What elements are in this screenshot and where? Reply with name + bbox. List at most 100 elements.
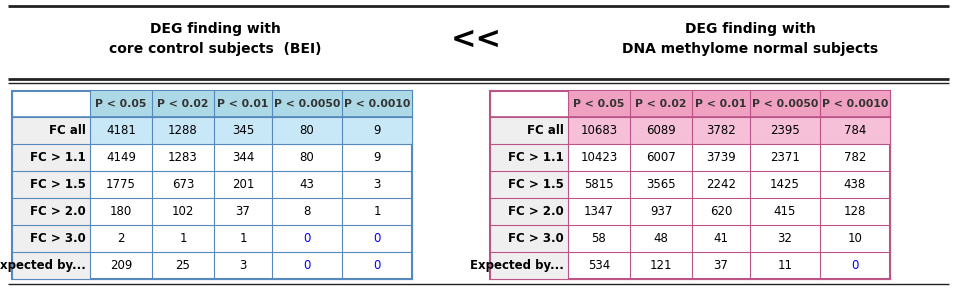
Text: 4181: 4181 (106, 124, 136, 137)
Text: 201: 201 (232, 178, 255, 191)
Text: 10: 10 (848, 232, 862, 245)
Text: 0: 0 (373, 232, 381, 245)
Bar (12, 252, 90, 279)
Text: 438: 438 (844, 178, 866, 191)
Text: 937: 937 (650, 205, 672, 218)
Text: 1: 1 (179, 232, 187, 245)
Text: P < 0.02: P < 0.02 (635, 99, 687, 109)
Text: FC > 2.0: FC > 2.0 (31, 205, 86, 218)
Text: 1: 1 (239, 232, 247, 245)
Text: 102: 102 (172, 205, 194, 218)
Text: 128: 128 (844, 205, 866, 218)
Text: 37: 37 (235, 205, 251, 218)
Text: P < 0.0050: P < 0.0050 (752, 99, 818, 109)
Text: 9: 9 (373, 151, 381, 164)
Text: 48: 48 (654, 232, 668, 245)
Text: 10423: 10423 (580, 151, 617, 164)
Text: 58: 58 (591, 232, 607, 245)
Text: P < 0.02: P < 0.02 (157, 99, 209, 109)
Text: 782: 782 (844, 151, 866, 164)
Text: 1283: 1283 (168, 151, 198, 164)
Text: DEG finding with
core control subjects  (BEI): DEG finding with core control subjects (… (109, 22, 322, 56)
Text: P < 0.01: P < 0.01 (696, 99, 746, 109)
Text: 3: 3 (239, 259, 247, 272)
Text: 11: 11 (777, 259, 792, 272)
Text: 3: 3 (373, 178, 381, 191)
Text: 32: 32 (778, 232, 792, 245)
Text: FC all: FC all (527, 124, 564, 137)
Text: Expected by...: Expected by... (470, 259, 564, 272)
Bar (490, 171, 568, 198)
Text: 344: 344 (232, 151, 255, 164)
Bar (490, 91, 890, 279)
Text: 4149: 4149 (106, 151, 136, 164)
Bar (568, 117, 890, 144)
Text: 41: 41 (714, 232, 728, 245)
Bar (490, 198, 568, 225)
Text: 1: 1 (373, 205, 381, 218)
Text: 6089: 6089 (646, 124, 676, 137)
Text: FC > 3.0: FC > 3.0 (508, 232, 564, 245)
Text: FC all: FC all (49, 124, 86, 137)
Text: 1347: 1347 (584, 205, 614, 218)
Text: 2395: 2395 (770, 124, 800, 137)
Text: 620: 620 (710, 205, 732, 218)
Text: 80: 80 (300, 151, 315, 164)
Text: 37: 37 (714, 259, 728, 272)
Text: 9: 9 (373, 124, 381, 137)
Text: FC > 3.0: FC > 3.0 (31, 232, 86, 245)
Text: 345: 345 (232, 124, 255, 137)
Text: 25: 25 (175, 259, 190, 272)
Text: P < 0.05: P < 0.05 (96, 99, 146, 109)
Text: 2: 2 (118, 232, 124, 245)
Text: 415: 415 (774, 205, 796, 218)
Text: 3565: 3565 (646, 178, 676, 191)
Text: P < 0.0010: P < 0.0010 (822, 99, 888, 109)
Bar (12, 144, 90, 171)
Text: 43: 43 (300, 178, 315, 191)
Bar (12, 117, 90, 144)
Text: 673: 673 (172, 178, 194, 191)
Text: 1288: 1288 (168, 124, 198, 137)
Text: 5815: 5815 (584, 178, 613, 191)
Text: 534: 534 (588, 259, 611, 272)
Text: 0: 0 (852, 259, 858, 272)
Text: 6007: 6007 (646, 151, 676, 164)
Text: 1775: 1775 (106, 178, 136, 191)
Text: 784: 784 (844, 124, 866, 137)
Text: P < 0.0050: P < 0.0050 (274, 99, 340, 109)
Text: 1425: 1425 (770, 178, 800, 191)
Text: 10683: 10683 (581, 124, 617, 137)
Text: 2242: 2242 (706, 178, 736, 191)
Text: FC > 1.1: FC > 1.1 (31, 151, 86, 164)
Text: FC > 1.1: FC > 1.1 (508, 151, 564, 164)
Text: 0: 0 (373, 259, 381, 272)
Bar (90, 117, 412, 144)
Bar (490, 225, 568, 252)
Text: 121: 121 (650, 259, 672, 272)
Bar (12, 198, 90, 225)
Text: 3739: 3739 (706, 151, 736, 164)
Bar (12, 91, 412, 279)
Text: 3782: 3782 (706, 124, 736, 137)
Bar (490, 144, 568, 171)
Bar (490, 117, 568, 144)
Text: FC > 2.0: FC > 2.0 (508, 205, 564, 218)
Text: FC > 1.5: FC > 1.5 (30, 178, 86, 191)
Text: P < 0.05: P < 0.05 (573, 99, 625, 109)
Text: P < 0.01: P < 0.01 (217, 99, 269, 109)
Text: P < 0.0010: P < 0.0010 (344, 99, 411, 109)
Text: 8: 8 (303, 205, 311, 218)
Text: FC > 1.5: FC > 1.5 (508, 178, 564, 191)
Text: 0: 0 (303, 232, 311, 245)
Bar (12, 225, 90, 252)
Text: 2371: 2371 (770, 151, 800, 164)
Text: 180: 180 (110, 205, 132, 218)
Text: 0: 0 (303, 259, 311, 272)
Bar (568, 91, 890, 117)
Text: DEG finding with
DNA methylome normal subjects: DEG finding with DNA methylome normal su… (622, 22, 879, 56)
Text: <<: << (451, 24, 501, 54)
Text: 209: 209 (110, 259, 132, 272)
Bar (490, 252, 568, 279)
Bar (90, 91, 412, 117)
